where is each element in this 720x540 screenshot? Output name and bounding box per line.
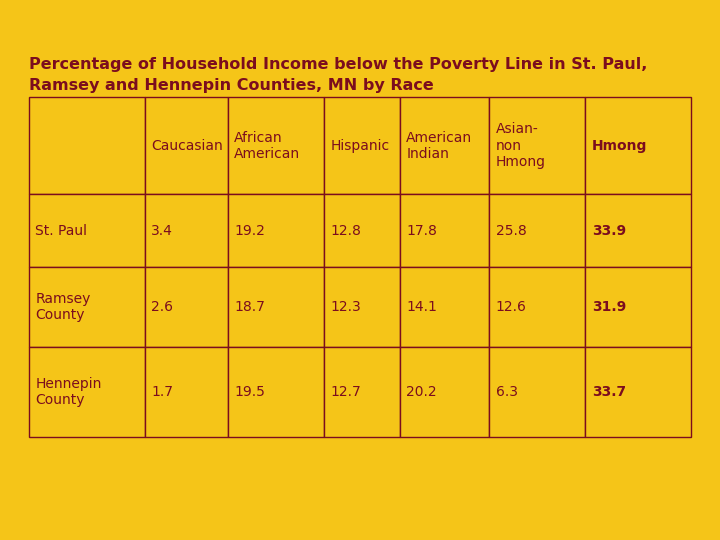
Text: Ramsey
County: Ramsey County (35, 292, 91, 322)
Text: Ramsey and Hennepin Counties, MN by Race: Ramsey and Hennepin Counties, MN by Race (29, 78, 433, 93)
Text: 25.8: 25.8 (496, 224, 526, 238)
Bar (585, 97, 691, 194)
Bar (489, 347, 585, 437)
Text: American
Indian: American Indian (406, 131, 472, 161)
Text: 12.3: 12.3 (330, 300, 361, 314)
Bar (29, 97, 145, 194)
Text: 12.6: 12.6 (496, 300, 526, 314)
Text: 19.5: 19.5 (234, 386, 265, 399)
Text: 19.2: 19.2 (234, 224, 265, 238)
Bar (585, 267, 691, 347)
Bar (228, 194, 323, 267)
Bar (228, 97, 323, 194)
Bar (145, 347, 228, 437)
Bar (29, 347, 145, 437)
Text: Hmong: Hmong (592, 139, 647, 153)
Text: Hennepin
County: Hennepin County (35, 377, 102, 407)
Bar (323, 347, 400, 437)
Bar (323, 194, 400, 267)
Text: 17.8: 17.8 (406, 224, 437, 238)
Bar (323, 267, 400, 347)
Bar (400, 97, 489, 194)
Bar (323, 97, 400, 194)
Text: Caucasian: Caucasian (151, 139, 223, 153)
Bar (29, 267, 145, 347)
Text: 33.7: 33.7 (592, 386, 626, 399)
Bar (228, 347, 323, 437)
Bar (585, 194, 691, 267)
Bar (489, 97, 585, 194)
Bar (145, 267, 228, 347)
Text: 12.8: 12.8 (330, 224, 361, 238)
Text: 31.9: 31.9 (592, 300, 626, 314)
Text: 33.9: 33.9 (592, 224, 626, 238)
Bar (145, 97, 228, 194)
Text: 2.6: 2.6 (151, 300, 174, 314)
Bar (489, 267, 585, 347)
Bar (228, 267, 323, 347)
Bar (29, 194, 145, 267)
Bar (400, 347, 489, 437)
Text: 6.3: 6.3 (496, 386, 518, 399)
Text: 1.7: 1.7 (151, 386, 174, 399)
Bar (400, 267, 489, 347)
Text: Driven to Discover℠: Driven to Discover℠ (292, 509, 428, 522)
Text: St. Paul: St. Paul (35, 224, 87, 238)
Bar (145, 194, 228, 267)
Bar (585, 347, 691, 437)
Text: 20.2: 20.2 (406, 386, 437, 399)
Text: African
American: African American (234, 131, 300, 161)
Text: UNIVERSITY OF MINNESOTA: UNIVERSITY OF MINNESOTA (268, 478, 452, 491)
Text: Percentage of Household Income below the Poverty Line in St. Paul,: Percentage of Household Income below the… (29, 57, 647, 72)
Bar (400, 194, 489, 267)
Text: Hispanic: Hispanic (330, 139, 390, 153)
Bar (489, 194, 585, 267)
Text: 14.1: 14.1 (406, 300, 437, 314)
Text: 3.4: 3.4 (151, 224, 174, 238)
Text: Asian-
non
Hmong: Asian- non Hmong (496, 123, 546, 169)
Text: 12.7: 12.7 (330, 386, 361, 399)
Text: 18.7: 18.7 (234, 300, 265, 314)
